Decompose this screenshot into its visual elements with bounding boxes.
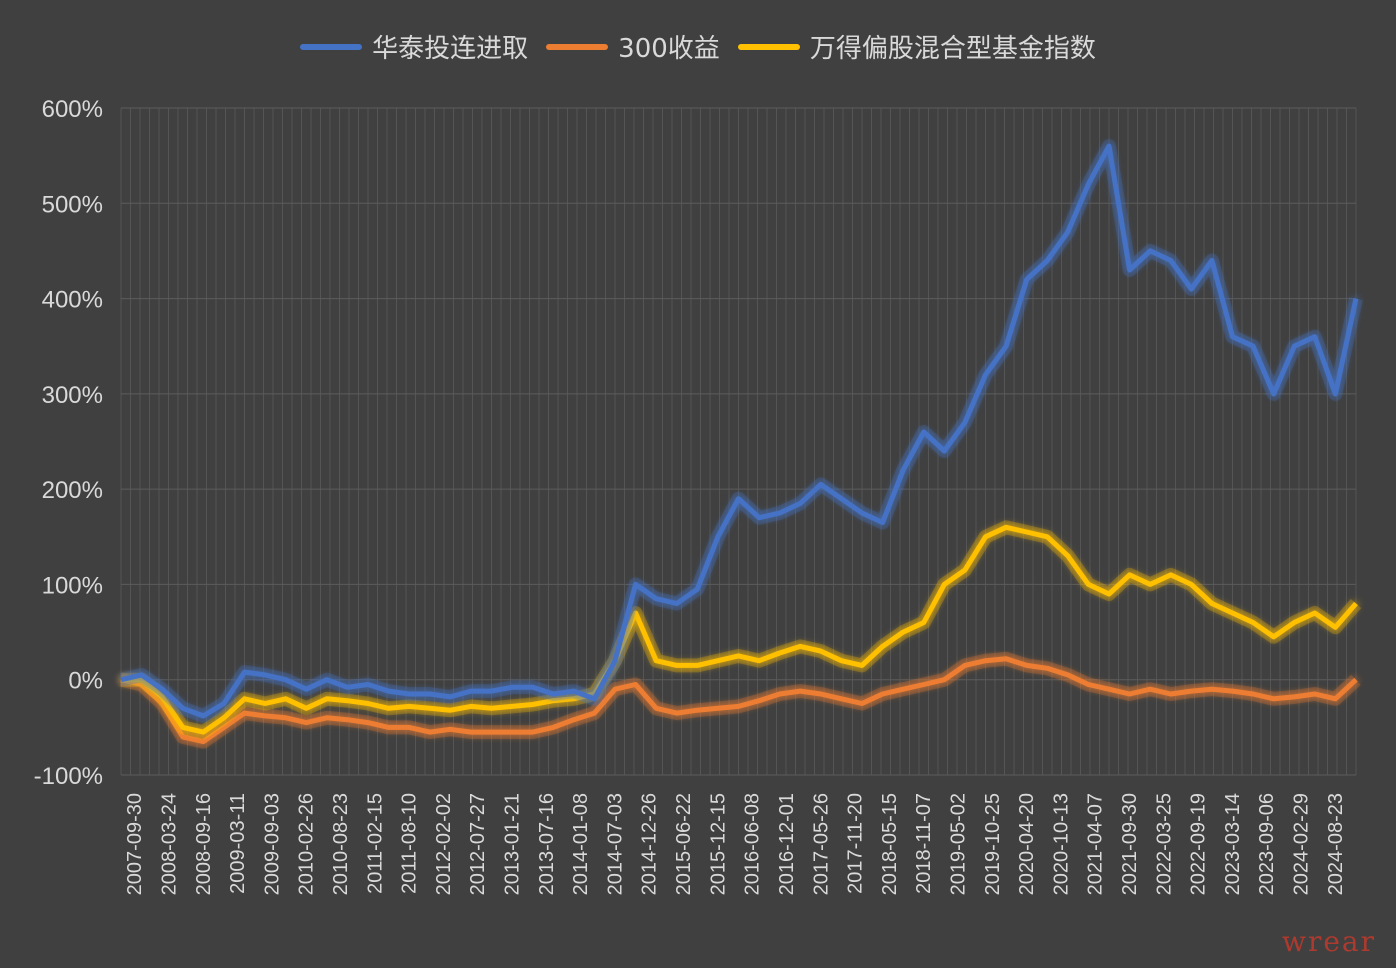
x-tick-label: 2014-01-08: [570, 793, 592, 895]
watermark-text: wrear: [1282, 925, 1376, 958]
x-tick-label: 2019-10-25: [982, 793, 1004, 895]
y-tick-label: 200%: [42, 477, 103, 504]
series-line-3: [121, 524, 1358, 735]
series-line-1: [120, 143, 1359, 719]
x-tick-label: 2020-04-20: [1016, 793, 1038, 895]
x-tick-label: 2018-05-15: [879, 793, 901, 895]
x-tick-label: 2007-09-30: [124, 793, 146, 895]
x-tick-label: 2021-09-30: [1119, 793, 1141, 895]
y-tick-label: 400%: [42, 287, 103, 314]
legend-label-series-1: 华泰投连进取: [372, 34, 529, 64]
grid: [120, 107, 1357, 776]
x-tick-label: 2019-05-02: [947, 793, 969, 895]
legend-label-series-2: 300收益: [618, 34, 720, 64]
legend-swatch-series-3: [737, 43, 800, 50]
legend-label-series-3: 万得偏股混合型基金指数: [809, 34, 1096, 64]
y-tick-label: 100%: [42, 572, 103, 599]
x-tick-label: 2013-01-21: [502, 793, 524, 895]
x-tick-label: 2011-08-10: [399, 793, 421, 894]
x-tick-label: 2015-12-15: [707, 793, 729, 895]
x-tick-label: 2016-12-01: [776, 793, 798, 895]
y-tick-label: 600%: [42, 96, 103, 123]
x-tick-label: 2013-07-16: [536, 793, 558, 895]
x-tick-label: 2015-06-22: [673, 793, 695, 895]
x-tick-label: 2023-03-14: [1222, 793, 1244, 895]
x-tick-label: 2010-02-26: [296, 793, 318, 895]
x-tick-label: 2010-08-23: [330, 793, 352, 895]
y-tick-label: -100%: [34, 763, 103, 790]
x-tick-label: 2022-09-19: [1188, 793, 1210, 895]
x-tick-label: 2017-05-26: [810, 793, 832, 895]
x-tick-label: 2012-07-27: [467, 793, 489, 895]
legend-swatch-series-2: [546, 43, 609, 50]
legend-item-series-1: 华泰投连进取: [300, 28, 528, 65]
series-lines: [119, 139, 1363, 749]
x-tick-label: 2014-07-03: [604, 793, 626, 895]
x-tick-label: 2017-11-20: [845, 793, 867, 894]
y-axis-ticks: 600% 500% 400% 300% 200% 100% 0% -100%: [34, 96, 103, 790]
legend-item-series-2: 300收益: [546, 28, 720, 65]
x-tick-label: 2022-03-25: [1153, 793, 1175, 895]
x-tick-label: 2009-03-11: [227, 793, 249, 894]
y-tick-label: 500%: [42, 191, 103, 218]
x-tick-label: 2008-03-24: [158, 793, 180, 895]
x-tick-label: 2024-08-23: [1325, 793, 1347, 895]
x-tick-label: 2021-04-07: [1085, 793, 1107, 895]
x-tick-label: 2016-06-08: [742, 793, 764, 895]
x-tick-label: 2008-09-16: [193, 793, 215, 895]
x-tick-label: 2020-10-13: [1050, 793, 1072, 895]
x-tick-label: 2009-09-03: [261, 793, 283, 895]
y-tick-label: 0%: [68, 668, 103, 695]
legend: 华泰投连进取 300收益 万得偏股混合型基金指数: [0, 28, 1396, 65]
legend-swatch-series-1: [300, 43, 363, 50]
x-tick-label: 2014-12-26: [639, 793, 661, 895]
x-tick-label: 2018-11-07: [913, 793, 935, 894]
series-line-2: [120, 656, 1358, 745]
x-axis-ticks: 2007-09-30 2008-03-24 2008-09-16 2009-03-11…: [124, 793, 1347, 895]
x-tick-label: 2024-02-29: [1291, 793, 1313, 895]
y-tick-label: 300%: [42, 382, 103, 409]
x-tick-label: 2023-09-06: [1256, 793, 1278, 895]
x-tick-label: 2011-02-15: [364, 793, 386, 894]
x-tick-label: 2012-02-02: [433, 793, 455, 895]
legend-item-series-3: 万得偏股混合型基金指数: [737, 28, 1096, 65]
